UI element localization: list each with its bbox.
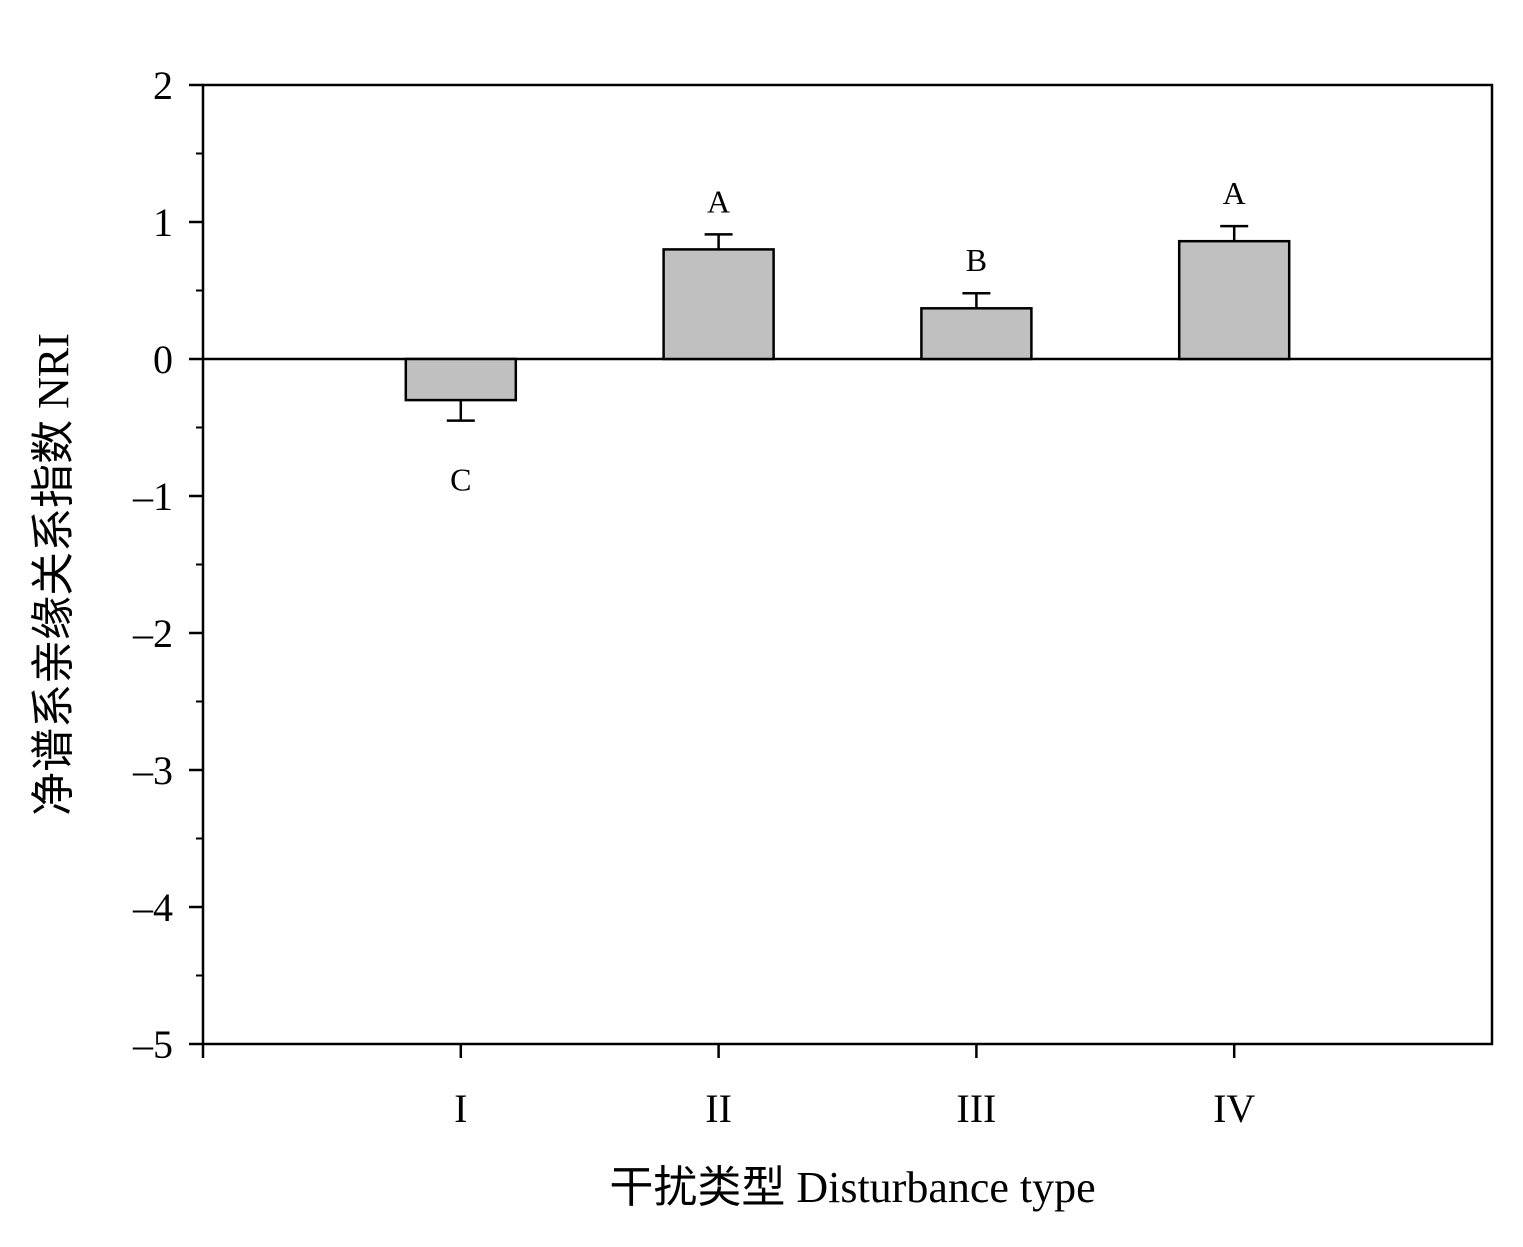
- plot-frame: [201, 83, 1494, 1046]
- y-tick-label: –2: [132, 611, 173, 656]
- ticks-group: 210–1–2–3–4–5I II III IV: [132, 63, 1255, 1131]
- bar-I: [404, 357, 518, 402]
- y-tick-label: 2: [153, 63, 173, 108]
- x-tick-label: II: [705, 1086, 732, 1131]
- x-tick-label: I: [454, 1086, 467, 1131]
- x-axis-title: 干扰类型 Disturbance type: [609, 1163, 1095, 1212]
- y-tick-label: –3: [132, 748, 173, 793]
- plot-frame-group: [201, 83, 1494, 1046]
- bar-III: [920, 307, 1033, 361]
- significance-label: A: [1223, 175, 1246, 211]
- x-tick-label: IV: [1213, 1086, 1255, 1131]
- y-axis-title: 净谱系亲缘关系指数 NRI: [29, 333, 78, 816]
- y-tick-label: –5: [132, 1022, 173, 1067]
- significance-label: C: [450, 462, 471, 498]
- y-tick-label: –4: [132, 885, 173, 930]
- y-tick-label: 1: [153, 200, 173, 245]
- x-tick-label: III: [956, 1086, 996, 1131]
- significance-label: A: [707, 183, 730, 219]
- bar-II: [662, 248, 775, 361]
- significance-label: B: [966, 242, 987, 278]
- bars-group: C A B A: [404, 175, 1291, 498]
- y-tick-label: 0: [153, 337, 173, 382]
- bar-IV: [1177, 239, 1291, 361]
- y-tick-label: –1: [132, 474, 173, 519]
